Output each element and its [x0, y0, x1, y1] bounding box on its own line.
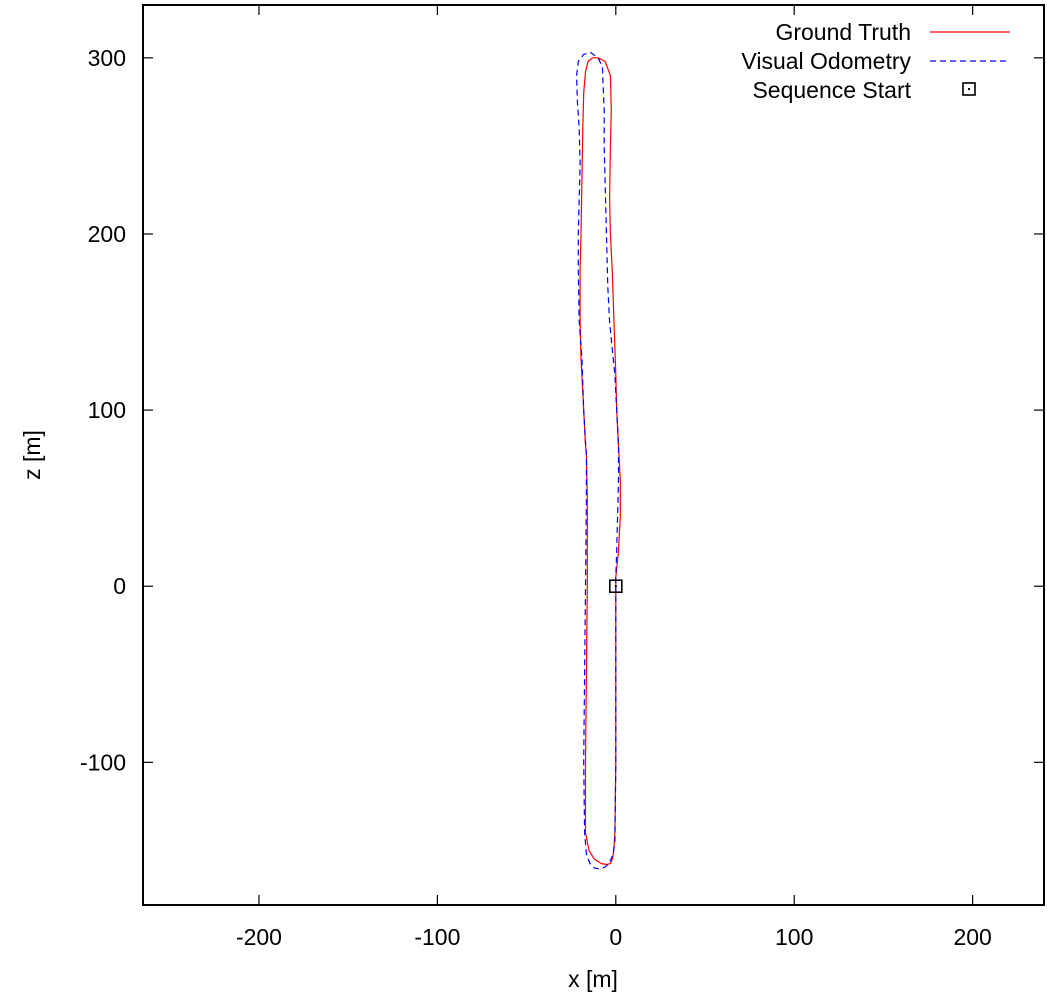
y-tick-label: 200 — [88, 221, 126, 247]
tick-layer: -200 -100 0 100 200 -100 0 100 200 300 — [80, 5, 1044, 950]
y-axis-title: z [m] — [19, 430, 45, 480]
sequence-start-marker — [609, 579, 623, 594]
y-tick-label: -100 — [80, 749, 126, 775]
x-tick-label: -200 — [236, 924, 282, 950]
x-axis-title: x [m] — [568, 966, 618, 992]
series-line-visual-odometry — [575, 51, 620, 870]
legend-label-ground-truth: Ground Truth — [775, 19, 911, 45]
y-tick-label: 0 — [113, 573, 126, 599]
legend-label-sequence-start: Sequence Start — [752, 77, 911, 103]
x-tick-label: 200 — [953, 924, 991, 950]
sequence-start-marker-dot — [614, 585, 617, 588]
plot-series-layer — [575, 51, 623, 870]
y-tick-label: 300 — [88, 45, 126, 71]
legend-label-visual-odometry: Visual Odometry — [741, 48, 911, 74]
y-tick-label: 100 — [88, 397, 126, 423]
legend-marker-dot-sequence-start — [968, 88, 970, 90]
x-tick-label: 100 — [775, 924, 813, 950]
series-line-ground-truth — [579, 57, 621, 866]
legend: Ground Truth Visual Odometry Sequence St… — [741, 19, 1010, 103]
legend-marker-sequence-start — [962, 82, 976, 96]
x-tick-label: -100 — [414, 924, 460, 950]
x-tick-label: 0 — [609, 924, 622, 950]
plot-frame — [142, 4, 1045, 906]
